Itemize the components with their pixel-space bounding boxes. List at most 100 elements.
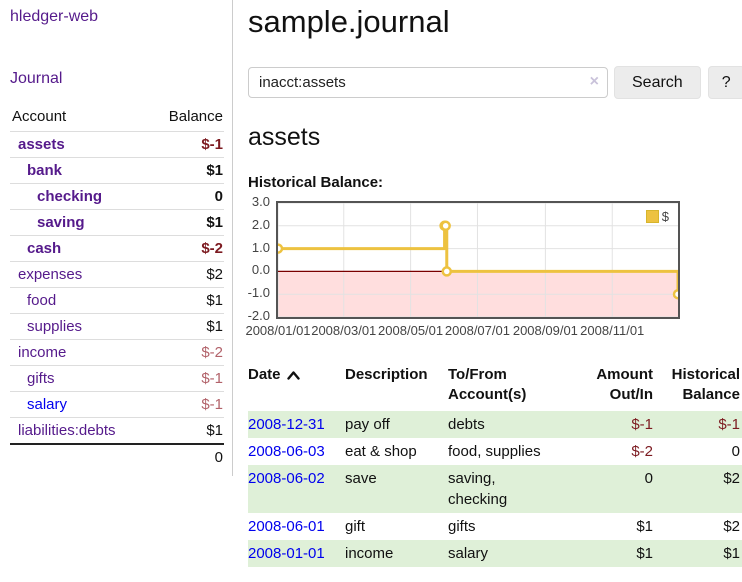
y-axis-tick-label: 2.0 xyxy=(251,216,270,232)
search-button[interactable]: Search xyxy=(614,66,701,99)
register-balance-cell: $2 xyxy=(723,518,740,535)
register-description-cell: pay off xyxy=(345,411,448,438)
account-balance: $1 xyxy=(148,209,224,236)
account-link[interactable]: expenses xyxy=(18,266,83,283)
register-table: Date Description To/From Account(s) Amou… xyxy=(248,363,742,567)
legend-label: $ xyxy=(661,209,669,224)
accounts-total-row: 0 xyxy=(10,443,224,470)
register-amount-cell: $-1 xyxy=(583,411,655,438)
account-balance: $1 xyxy=(148,157,224,184)
chart-title: Historical Balance: xyxy=(248,174,384,191)
register-description-cell: eat & shop xyxy=(345,443,417,460)
transaction-date-link[interactable]: 2008-12-31 xyxy=(248,416,325,433)
register-row: 2008-12-31 pay off debts $-1 $-1 xyxy=(248,411,742,438)
register-row: 2008-06-02 save saving, checking 0 $2 xyxy=(248,465,742,513)
account-balance: $1 xyxy=(148,287,224,314)
historical-balance-chart: $ 3.0 2.0 1.0 0.0 -1.0 -2.0 2008/01/01 2008/03/… xyxy=(245,194,680,343)
account-balance: $2 xyxy=(148,261,224,288)
register-accounts-cell: food, supplies xyxy=(448,443,541,460)
account-link[interactable]: food xyxy=(27,292,57,309)
account-balance: $1 xyxy=(148,313,224,340)
register-amount-cell: $1 xyxy=(636,518,653,535)
account-link[interactable]: cash xyxy=(27,240,62,257)
register-amount-cell: 0 xyxy=(583,465,655,513)
register-balance-cell: $1 xyxy=(655,540,742,567)
x-axis-tick-label: 2008/07/01 xyxy=(444,323,510,338)
register-amount-cell: $1 xyxy=(583,540,655,567)
transaction-date-link[interactable]: 2008-06-01 xyxy=(248,518,325,535)
x-axis-tick-label: 2008/05/01 xyxy=(378,323,444,338)
account-link[interactable]: checking xyxy=(37,188,103,205)
register-col-date[interactable]: Date xyxy=(248,363,345,411)
search-input[interactable] xyxy=(248,67,608,98)
account-link[interactable]: salary xyxy=(27,396,68,413)
register-description-cell: save xyxy=(345,465,448,513)
register-accounts-cell: debts xyxy=(448,411,583,438)
main-content: sample.journal × Search ? assets Histori… xyxy=(233,0,742,567)
search-form: × Search ? xyxy=(248,66,742,99)
register-row: 2008-06-01 gift gifts $1 $2 xyxy=(248,513,742,540)
legend-swatch-icon xyxy=(645,210,659,223)
account-link[interactable]: income xyxy=(18,344,67,361)
register-accounts-cell: gifts xyxy=(448,518,476,535)
y-axis-tick-label: -1.0 xyxy=(247,285,270,301)
help-button[interactable]: ? xyxy=(707,66,742,99)
account-row: expenses $2 xyxy=(10,261,224,288)
y-axis-tick-label: 0.0 xyxy=(251,262,270,278)
account-balance: $-1 xyxy=(148,391,224,418)
register-balance-cell: 0 xyxy=(731,443,740,460)
register-col-description: Description xyxy=(345,366,428,383)
account-link[interactable]: supplies xyxy=(27,318,83,335)
accounts-table: Account Balance assets $-1 bank $1 checking 0… xyxy=(10,104,224,470)
account-link[interactable]: gifts xyxy=(27,370,55,387)
account-row: bank $1 xyxy=(10,157,224,184)
account-balance: $1 xyxy=(148,417,224,444)
clear-search-icon[interactable]: × xyxy=(589,73,599,90)
account-link[interactable]: assets xyxy=(18,136,65,153)
register-date-cell: 2008-06-01 xyxy=(248,513,345,540)
chart-plot-area: $ xyxy=(276,201,680,319)
register-accounts-cell: saving, checking xyxy=(448,465,583,513)
register-accounts-cell: salary xyxy=(448,540,583,567)
y-axis-tick-label: 1.0 xyxy=(251,239,270,255)
register-col-accounts: To/From Account(s) xyxy=(448,366,527,403)
journal-link[interactable]: Journal xyxy=(10,70,63,87)
account-balance: $-2 xyxy=(148,235,224,262)
register-col-amount: Amount Out/In xyxy=(596,366,653,403)
register-row: 2008-06-03 eat & shop food, supplies $-2 0 xyxy=(248,438,742,465)
page-title: sample.journal xyxy=(248,4,450,39)
account-row: cash $-2 xyxy=(10,235,224,262)
sidebar: hledger-web Journal Account Balance asse… xyxy=(0,0,233,476)
account-row: assets $-1 xyxy=(10,131,224,158)
register-date-cell: 2008-01-01 xyxy=(248,540,345,567)
x-axis-tick-label: 2008/03/01 xyxy=(311,323,377,338)
register-col-balance: Historical Balance xyxy=(671,366,740,403)
register-date-cell: 2008-06-02 xyxy=(248,465,345,513)
x-axis-tick-label: 2008/09/01 xyxy=(512,323,578,338)
account-link[interactable]: saving xyxy=(37,214,85,231)
account-row: supplies $1 xyxy=(10,313,224,340)
account-row: liabilities:debts $1 xyxy=(10,417,224,444)
register-date-cell: 2008-12-31 xyxy=(248,411,345,438)
transaction-date-link[interactable]: 2008-06-03 xyxy=(248,443,325,460)
register-header-row: Date Description To/From Account(s) Amou… xyxy=(248,363,742,411)
transaction-date-link[interactable]: 2008-01-01 xyxy=(248,545,325,562)
search-input-wrap: × xyxy=(248,67,608,98)
register-balance-cell: $-1 xyxy=(655,411,742,438)
account-row: food $1 xyxy=(10,287,224,314)
account-link[interactable]: bank xyxy=(27,162,63,179)
register-description-cell: income xyxy=(345,540,448,567)
register-balance-cell: $2 xyxy=(655,465,742,513)
account-balance: $-2 xyxy=(148,339,224,366)
account-row: gifts $-1 xyxy=(10,365,224,392)
chart-legend: $ xyxy=(643,208,671,225)
account-row: saving $1 xyxy=(10,209,224,236)
transaction-date-link[interactable]: 2008-06-02 xyxy=(248,470,325,487)
account-link[interactable]: liabilities:debts xyxy=(18,422,116,439)
register-description-cell: gift xyxy=(345,518,366,535)
y-axis-tick-label: -2.0 xyxy=(247,308,270,323)
account-balance: $-1 xyxy=(148,131,224,158)
register-date-cell: 2008-06-03 xyxy=(248,438,345,465)
app-title-link[interactable]: hledger-web xyxy=(10,8,99,25)
account-balance: 0 xyxy=(148,183,224,210)
